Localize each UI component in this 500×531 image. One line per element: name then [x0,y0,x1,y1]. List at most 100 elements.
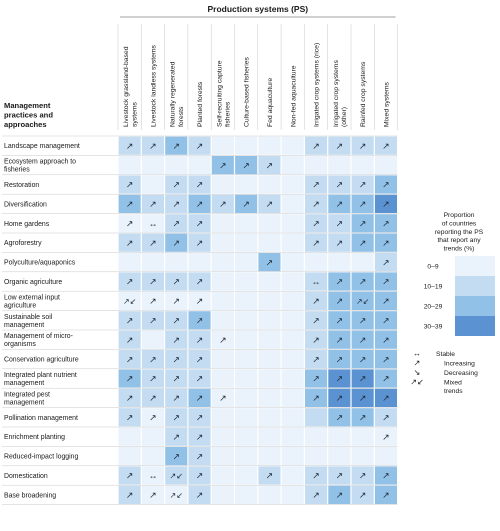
row-label: Base broadening [4,492,56,499]
trend-symbol: ↗↙ [356,297,369,306]
trend-symbol: ↗ [312,354,320,364]
trend-symbol: ↗ [242,199,250,209]
scale-title-line: that report any [437,237,481,244]
heatmap-cell [351,330,374,349]
trend-symbol: ↗ [149,296,157,306]
trend-symbol: ↔ [312,277,321,287]
heatmap-cell [235,136,258,155]
trend-symbol: ↗ [312,141,320,151]
trend-symbol: ↗ [359,354,367,364]
heatmap-cell [258,427,281,446]
heatmap-cell [281,156,304,175]
heatmap-cell [118,272,141,291]
heatmap-cell [305,175,328,194]
row-label: Landscape management [4,143,80,150]
trend-symbol: ↗ [336,471,344,481]
heatmap-cell [281,194,304,213]
trend-symbol: ↗ [172,238,180,248]
heatmap-cell [328,388,351,407]
heatmap-cell [328,253,351,272]
trend-symbol: ↗ [126,141,134,151]
heatmap-cell [165,156,188,175]
heatmap-cell [118,311,141,330]
heatmap-cell [141,427,164,446]
heatmap-cell [165,466,188,485]
heatmap-cell [235,330,258,349]
trend-symbol: ↗ [196,316,204,326]
heatmap-cell [165,253,188,272]
column-label: forests [178,106,185,127]
trend-symbol: ↗ [312,490,320,500]
row-label: organisms [4,341,36,348]
heatmap-cell [211,388,234,407]
heatmap-cell [141,175,164,194]
heatmap-cell [328,214,351,233]
heatmap-cell [235,447,258,466]
heatmap-cell [165,233,188,252]
symbol-key-label: Mixed [444,380,462,387]
trend-symbol: ↗ [172,316,180,326]
trend-symbol: ↗ [126,471,134,481]
heatmap-cell [165,369,188,388]
heatmap-cell [165,330,188,349]
column-label: Planted forests [197,81,204,127]
heatmap-cell [374,408,397,427]
heatmap-cell [351,272,374,291]
heatmap-cell [165,485,188,504]
heatmap-cell [374,175,397,194]
row-header-line: practices and [4,111,53,120]
trend-symbol: ↗ [359,471,367,481]
heatmap-cell [351,175,374,194]
trend-symbol: ↗ [359,277,367,287]
trend-symbol: ↗ [149,316,157,326]
column-label: Rainfed crop systems [360,61,367,127]
trend-symbol: ↗ [382,432,390,442]
trend-symbol: ↗ [382,296,390,306]
scale-title-line: of countries [442,220,477,227]
heatmap-cell [281,388,304,407]
trend-symbol: ↗ [382,316,390,326]
heatmap-cell [211,156,234,175]
trend-symbol: ↗ [312,335,320,345]
trend-symbol: ↗ [266,471,274,481]
heatmap-cell [258,388,281,407]
trend-symbol: ↗ [336,393,344,403]
trend-symbol: ↗ [126,219,134,229]
heatmap-cell [211,466,234,485]
heatmap-cell [328,350,351,369]
trend-symbol: ↗ [382,374,390,384]
heatmap-cell [351,427,374,446]
trend-symbol: ↗ [126,393,134,403]
heatmap-cell [211,350,234,369]
heatmap-cell [141,156,164,175]
heatmap-cell [328,447,351,466]
heatmap-cell [328,136,351,155]
heatmap-cell [235,408,258,427]
heatmap-cell [305,388,328,407]
heatmap-cell [118,194,141,213]
row-label: Sustainable soil [4,314,53,321]
trend-symbol: ↗ [336,335,344,345]
scale-label: 0–9 [427,264,438,271]
heatmap-cell [118,175,141,194]
heatmap-cell [351,369,374,388]
heatmap-cell [258,214,281,233]
heatmap-cell [351,350,374,369]
heatmap-cell [235,291,258,310]
heatmap-cell [235,311,258,330]
heatmap-cell [141,136,164,155]
heatmap-cell [188,466,211,485]
heatmap-cell [281,369,304,388]
column-label: Culture-based fisheries [244,57,251,127]
heatmap-cell [235,175,258,194]
symbol-key-label: Increasing [444,361,475,368]
heatmap-cell [281,408,304,427]
heatmap-cell [118,466,141,485]
heatmap-cell [165,408,188,427]
trend-symbol: ↗ [172,413,180,423]
row-label: Restoration [4,182,39,189]
heatmap-cell [351,156,374,175]
heatmap-cell [235,427,258,446]
trend-symbol: ↗ [149,490,157,500]
trend-symbol: ↗ [242,160,250,170]
